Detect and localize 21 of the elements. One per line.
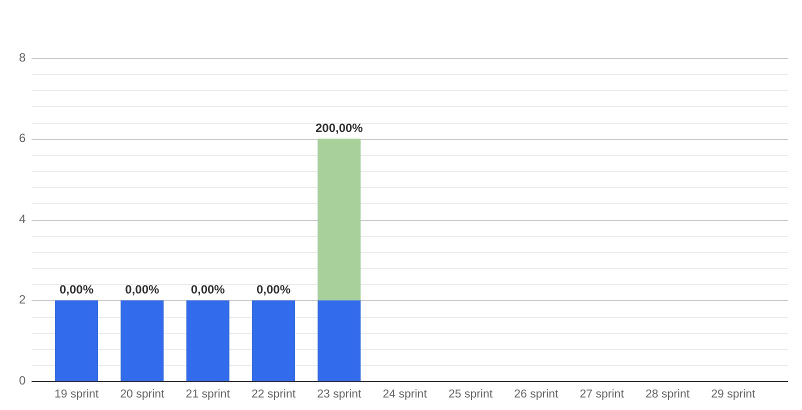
x-tick-label: 28 sprint <box>645 388 690 400</box>
x-tick-label: 25 sprint <box>448 388 494 400</box>
x-tick-label: 21 sprint <box>186 388 231 400</box>
x-tick-label: 24 sprint <box>382 388 428 400</box>
x-tick-label: 27 sprint <box>580 388 625 400</box>
y-tick-label: 2 <box>18 292 26 307</box>
x-tick-label: 29 sprint <box>711 388 756 400</box>
y-tick-label: 0 <box>18 374 26 388</box>
annotation: 0,00% <box>59 282 94 297</box>
x-tick-label: 26 sprint <box>514 388 560 400</box>
y-tick-label: 4 <box>18 212 26 226</box>
x-tick-label: 19 sprint <box>54 388 100 400</box>
annotation: 200,00% <box>315 121 364 136</box>
annotation: 0,00% <box>256 282 291 297</box>
y-tick-label: 6 <box>18 131 26 146</box>
x-tick-label: 20 sprint <box>120 388 166 400</box>
x-tick-label: 22 sprint <box>251 388 296 400</box>
y-tick-label: 8 <box>18 50 26 64</box>
annotation: 0,00% <box>190 282 226 297</box>
x-tick-label: 23 sprint <box>317 388 362 400</box>
annotation: 0,00% <box>125 282 160 297</box>
